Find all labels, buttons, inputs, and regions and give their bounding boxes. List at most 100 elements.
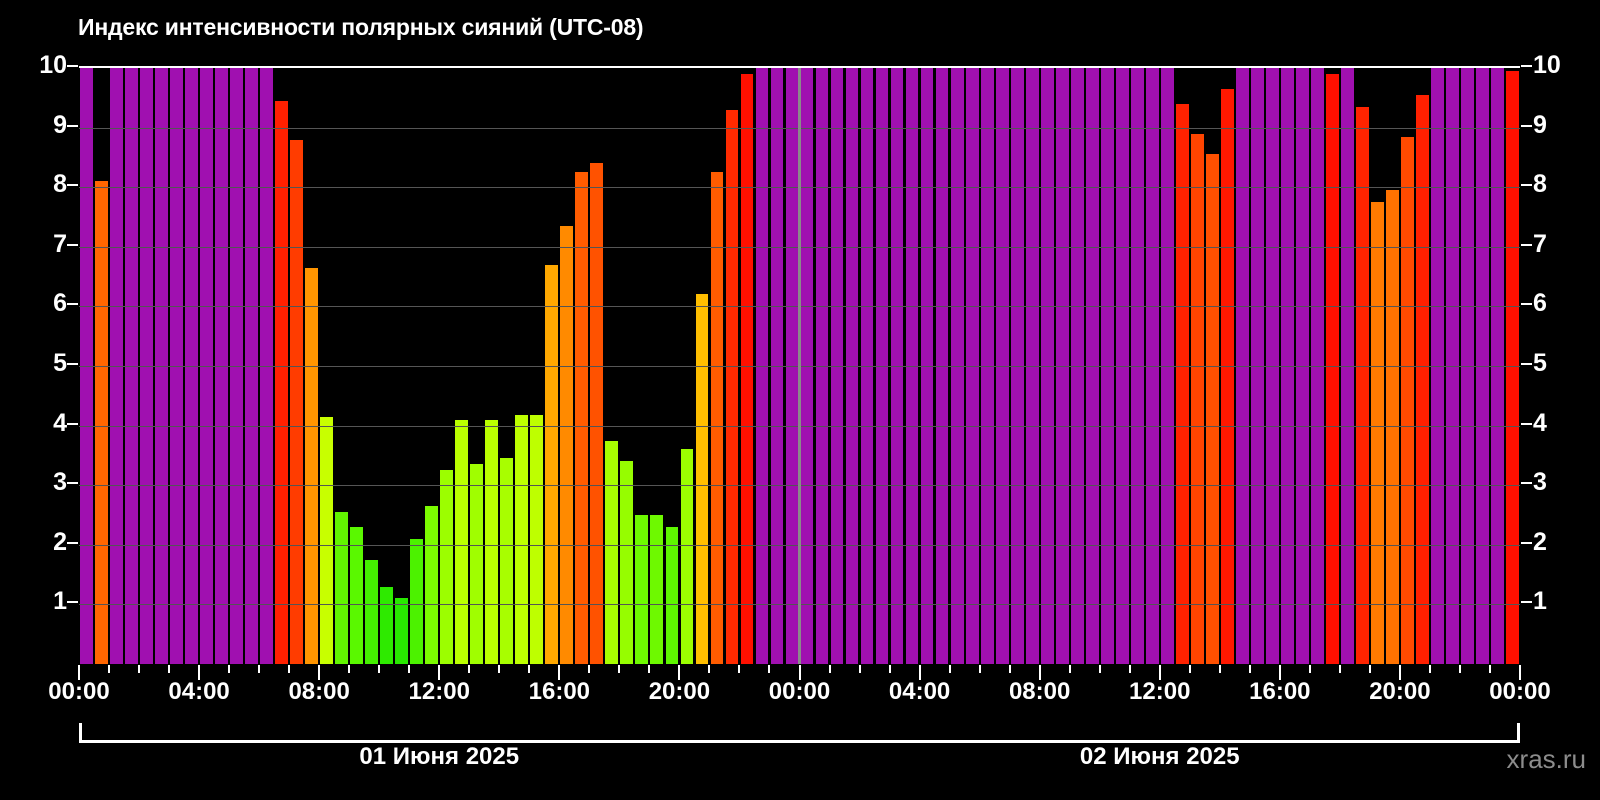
y-axis-label-right: 6	[1533, 289, 1547, 318]
x-axis-label: 08:00	[288, 678, 350, 705]
x-axis-label: 04:00	[888, 678, 951, 705]
y-axis-label-right: 5	[1533, 349, 1547, 377]
bar	[620, 461, 634, 664]
x-axis-major-tick	[318, 665, 321, 680]
bar	[1386, 190, 1399, 664]
y-axis-label-left: 5	[53, 349, 67, 377]
bar	[1401, 136, 1414, 664]
x-axis-major-tick	[918, 665, 921, 680]
bar	[320, 416, 334, 664]
x-axis-minor-tick	[708, 665, 711, 673]
x-axis-major-tick	[1519, 665, 1521, 680]
bar	[605, 440, 619, 664]
x-axis-minor-tick	[378, 665, 381, 673]
x-axis-major-tick	[1038, 665, 1041, 680]
x-axis-label: 00:00	[48, 678, 110, 705]
bar	[290, 139, 304, 664]
y-axis-tick-right	[1521, 482, 1532, 485]
bar	[500, 458, 514, 664]
x-axis-minor-tick	[468, 665, 471, 673]
bar	[650, 515, 664, 664]
bar	[590, 163, 604, 664]
bar	[680, 449, 694, 664]
x-axis-minor-tick	[228, 665, 231, 673]
y-axis-label-right: 1	[1533, 587, 1547, 616]
bar	[350, 526, 364, 664]
y-axis-tick-right	[1521, 422, 1532, 425]
bar	[560, 225, 574, 664]
y-axis-label-right: 4	[1533, 408, 1547, 437]
bar	[1355, 106, 1369, 664]
x-axis-minor-tick	[738, 665, 741, 673]
day-bracket	[79, 723, 800, 743]
x-axis-label: 20:00	[1369, 678, 1431, 705]
y-axis-tick-right	[1521, 243, 1532, 246]
bar	[395, 598, 409, 664]
bar	[410, 538, 424, 664]
bar	[1205, 154, 1219, 664]
bar	[515, 414, 529, 664]
x-axis-minor-tick	[828, 665, 831, 673]
x-axis-major-tick	[1158, 665, 1161, 680]
x-axis-minor-tick	[1488, 665, 1491, 673]
y-axis-tick-left	[67, 363, 78, 365]
y-axis-tick-right	[1521, 363, 1532, 365]
x-axis-minor-tick	[1368, 665, 1371, 673]
y-axis-label-right: 7	[1533, 229, 1547, 258]
bar	[545, 264, 559, 664]
bar	[380, 586, 394, 664]
y-axis-tick-left	[67, 184, 78, 187]
x-axis-minor-tick	[108, 665, 111, 673]
y-axis-label-left: 6	[53, 289, 67, 318]
x-axis-minor-tick	[1428, 665, 1431, 673]
bar	[575, 172, 589, 664]
watermark: xras.ru	[1506, 744, 1586, 774]
x-axis-minor-tick	[408, 665, 411, 673]
x-axis-label: 16:00	[528, 678, 591, 705]
x-axis-major-tick	[678, 665, 681, 680]
bars-layer	[79, 68, 1520, 664]
x-axis-major-tick	[1398, 665, 1401, 680]
plot-area	[79, 66, 1520, 664]
x-axis-major-tick	[558, 665, 561, 680]
y-axis-tick-left	[67, 65, 78, 67]
x-axis-label: 08:00	[1008, 678, 1071, 705]
bar	[1190, 133, 1204, 664]
bar	[665, 526, 679, 664]
x-axis-label: 12:00	[1129, 678, 1191, 705]
x-axis-minor-tick	[768, 665, 771, 673]
x-axis-minor-tick	[648, 665, 651, 673]
bar	[1220, 88, 1234, 664]
x-axis-minor-tick	[528, 665, 531, 673]
y-axis-label-left: 1	[53, 587, 67, 616]
y-axis-tick-left	[67, 243, 78, 246]
bar	[740, 73, 754, 664]
y-axis-tick-left	[67, 303, 78, 306]
x-axis-minor-tick	[1128, 665, 1131, 673]
x-axis-label: 12:00	[408, 678, 470, 705]
day-label: 02 Июня 2025	[1079, 743, 1240, 770]
day-bracket	[799, 723, 1520, 743]
bar	[695, 294, 709, 664]
x-axis-minor-tick	[1218, 665, 1221, 673]
bar	[425, 506, 439, 664]
day-separator-line	[798, 68, 801, 664]
x-axis-major-tick	[798, 665, 801, 680]
bar	[470, 464, 484, 664]
y-axis-label-left: 4	[53, 408, 67, 437]
x-axis-major-tick	[1278, 665, 1281, 680]
y-axis-tick-right	[1521, 65, 1532, 67]
x-axis-minor-tick	[858, 665, 861, 673]
x-axis-minor-tick	[618, 665, 621, 673]
page-title: Индекс интенсивности полярных сияний (UT…	[78, 14, 644, 40]
x-axis-minor-tick	[588, 665, 591, 673]
bar	[530, 414, 544, 664]
x-axis-minor-tick	[348, 665, 351, 673]
bar	[1325, 73, 1339, 664]
bar	[1370, 202, 1384, 664]
y-axis-label-left: 9	[53, 110, 67, 139]
x-axis-label: 16:00	[1249, 678, 1311, 705]
bar	[1175, 103, 1189, 664]
x-axis-label: 20:00	[648, 678, 711, 705]
